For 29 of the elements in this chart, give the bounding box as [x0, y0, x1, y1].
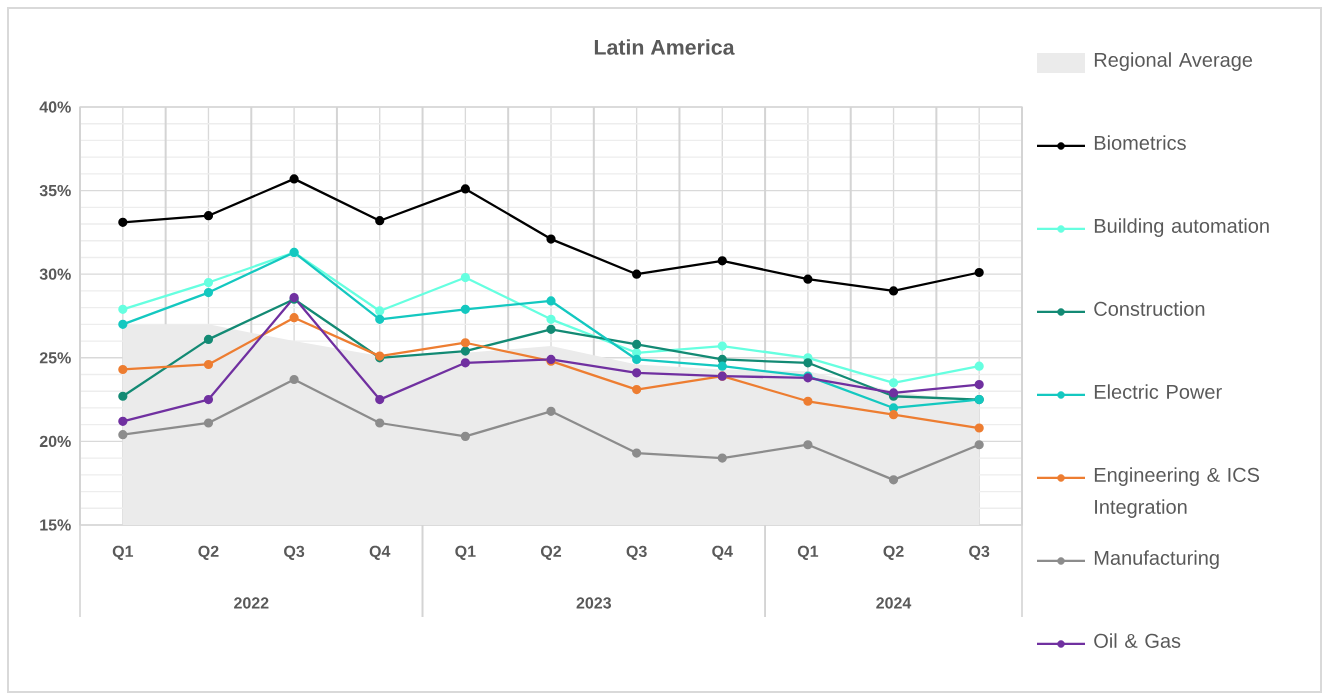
- legend-label: Engineering & ICS Integration: [1094, 467, 1260, 518]
- x-tick-label: Q1: [797, 545, 819, 561]
- legend-label: Oil & Gas: [1094, 633, 1181, 648]
- y-tick-label: 15%: [40, 519, 71, 531]
- chart-title: Latin America: [594, 39, 735, 55]
- text: 2024: [876, 597, 912, 609]
- x-tick-label: Q3: [969, 545, 990, 561]
- legend-label: Biometrics: [1094, 135, 1186, 150]
- x-tick-label: Q3: [284, 545, 305, 561]
- x-tick-label: Q2: [198, 545, 219, 561]
- y-tick-label: 40%: [39, 101, 71, 113]
- text: 2022: [234, 597, 269, 609]
- x-tick-label: Q1: [112, 545, 134, 561]
- x-tick-label: Q2: [540, 545, 562, 561]
- legend-label: Construction: [1094, 301, 1205, 316]
- legend-label: Building automation: [1094, 218, 1269, 237]
- y-tick-label: 25%: [39, 352, 71, 364]
- text: 2023: [576, 597, 612, 609]
- legend-label: Regional Average: [1094, 52, 1253, 71]
- y-tick-label: 20%: [39, 435, 71, 448]
- legend-label: Electric Power: [1094, 384, 1222, 399]
- legend-label: Manufacturing: [1094, 550, 1219, 569]
- x-tick-label: Q3: [626, 545, 647, 561]
- x-tick-label: Q2: [883, 545, 904, 561]
- y-tick-label: 35%: [39, 184, 71, 197]
- x-tick-label: Q4: [369, 545, 391, 561]
- x-tick-label: Q4: [712, 545, 733, 561]
- x-tick-label: Q1: [455, 545, 476, 561]
- y-tick-label: 30%: [39, 268, 71, 280]
